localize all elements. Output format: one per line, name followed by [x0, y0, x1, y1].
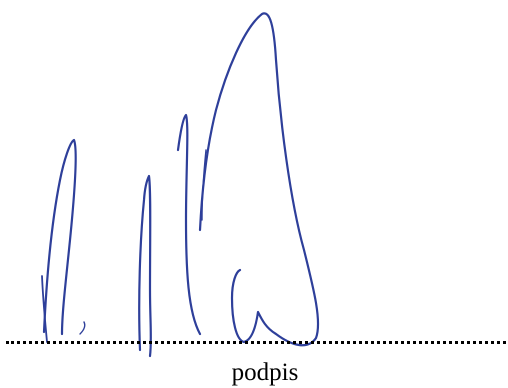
signature-stroke-6 [198, 12, 320, 347]
signature-stroke-2 [41, 275, 48, 343]
signature-line [6, 341, 506, 344]
signature-stroke-3 [79, 321, 86, 335]
signature-stroke-4 [138, 174, 152, 358]
signature-caption: podpis [231, 359, 299, 386]
signature-stroke-7 [201, 149, 207, 221]
signature-stroke-5 [176, 113, 202, 336]
signature-stroke-1 [42, 138, 77, 336]
